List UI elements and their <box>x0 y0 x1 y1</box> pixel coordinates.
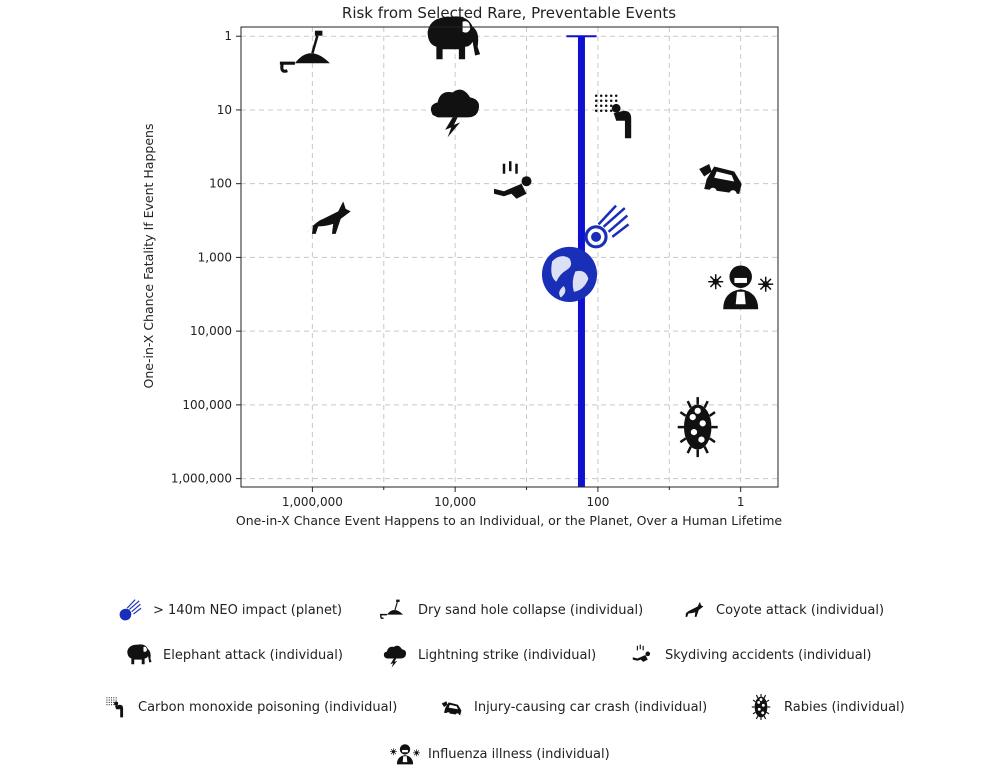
legend-item: Carbon monoxide poisoning (individual) <box>100 692 397 722</box>
rabies-icon <box>677 397 718 458</box>
car-crash-icon <box>441 701 462 717</box>
x-tick-label: 1 <box>737 495 745 509</box>
x-tick-label: 1,000,000 <box>282 495 343 509</box>
legend-label: Skydiving accidents (individual) <box>665 647 872 663</box>
legend-label: Elephant attack (individual) <box>163 647 343 663</box>
legend: > 140m NEO impact (planet) Dry sand hole … <box>0 585 1000 772</box>
legend-label: Injury-causing car crash (individual) <box>474 699 708 715</box>
lightning-icon <box>383 645 407 668</box>
chart-title: Risk from Selected Rare, Preventable Eve… <box>342 4 676 22</box>
legend-label: > 140m NEO impact (planet) <box>153 602 343 618</box>
coyote-icon <box>305 201 351 234</box>
legend-item: > 140m NEO impact (planet) <box>115 595 342 625</box>
legend-item: Rabies (individual) <box>746 692 905 722</box>
legend-label: Rabies (individual) <box>784 699 905 715</box>
y-tick-label: 1,000 <box>198 250 232 264</box>
y-tick-label: 10 <box>217 103 232 117</box>
x-tick-label: 10,000 <box>434 495 476 509</box>
carbon-monoxide-icon <box>106 697 124 718</box>
influenza-icon <box>708 265 774 310</box>
elephant-icon <box>127 644 152 665</box>
legend-item: Skydiving accidents (individual) <box>627 640 871 670</box>
legend-label: Coyote attack (individual) <box>716 602 885 618</box>
meteor-icon <box>119 599 142 621</box>
legend-item: Injury-causing car crash (individual) <box>436 692 707 722</box>
earth-icon <box>541 246 598 302</box>
legend-item: Coyote attack (individual) <box>678 595 884 625</box>
legend-label: Dry sand hole collapse (individual) <box>418 602 644 618</box>
lightning-icon <box>430 89 480 138</box>
y-axis-label: One-in-X Chance Fatality If Event Happen… <box>141 124 156 389</box>
legend-item: Influenza illness (individual) <box>390 739 610 769</box>
point-markers <box>279 16 774 458</box>
skydiver-icon <box>494 161 532 199</box>
skydiver-icon <box>632 644 651 662</box>
sand-hole-icon <box>380 599 404 620</box>
coyote-icon <box>682 601 704 617</box>
legend-label: Lightning strike (individual) <box>418 647 597 663</box>
legend-label: Carbon monoxide poisoning (individual) <box>138 699 398 715</box>
y-tick-label: 1,000,000 <box>171 472 232 486</box>
influenza-icon <box>390 744 420 765</box>
y-tick-label: 10,000 <box>190 324 232 338</box>
y-tick-label: 100,000 <box>182 398 232 412</box>
chart-area: Risk from Selected Rare, Preventable Eve… <box>141 4 782 528</box>
x-axis-label: One-in-X Chance Event Happens to an Indi… <box>236 513 782 528</box>
x-tick-label: 100 <box>586 495 609 509</box>
meteor-icon <box>584 204 630 249</box>
rabies-icon <box>751 694 771 720</box>
elephant-icon <box>427 16 481 60</box>
y-tick-label: 1 <box>224 29 232 43</box>
carbon-monoxide-icon <box>594 94 632 139</box>
y-tick-label: 100 <box>209 177 232 191</box>
axis-ticks: 1,000,000 10,000 100 1 1 10 100 1,000 10,000 100,… <box>171 29 745 509</box>
car-crash-icon <box>699 164 742 198</box>
legend-item: Dry sand hole collapse (individual) <box>380 595 643 625</box>
legend-item: Elephant attack (individual) <box>125 640 343 670</box>
legend-label: Influenza illness (individual) <box>428 746 610 762</box>
legend-item: Lightning strike (individual) <box>380 640 596 670</box>
sand-hole-icon <box>279 30 330 73</box>
